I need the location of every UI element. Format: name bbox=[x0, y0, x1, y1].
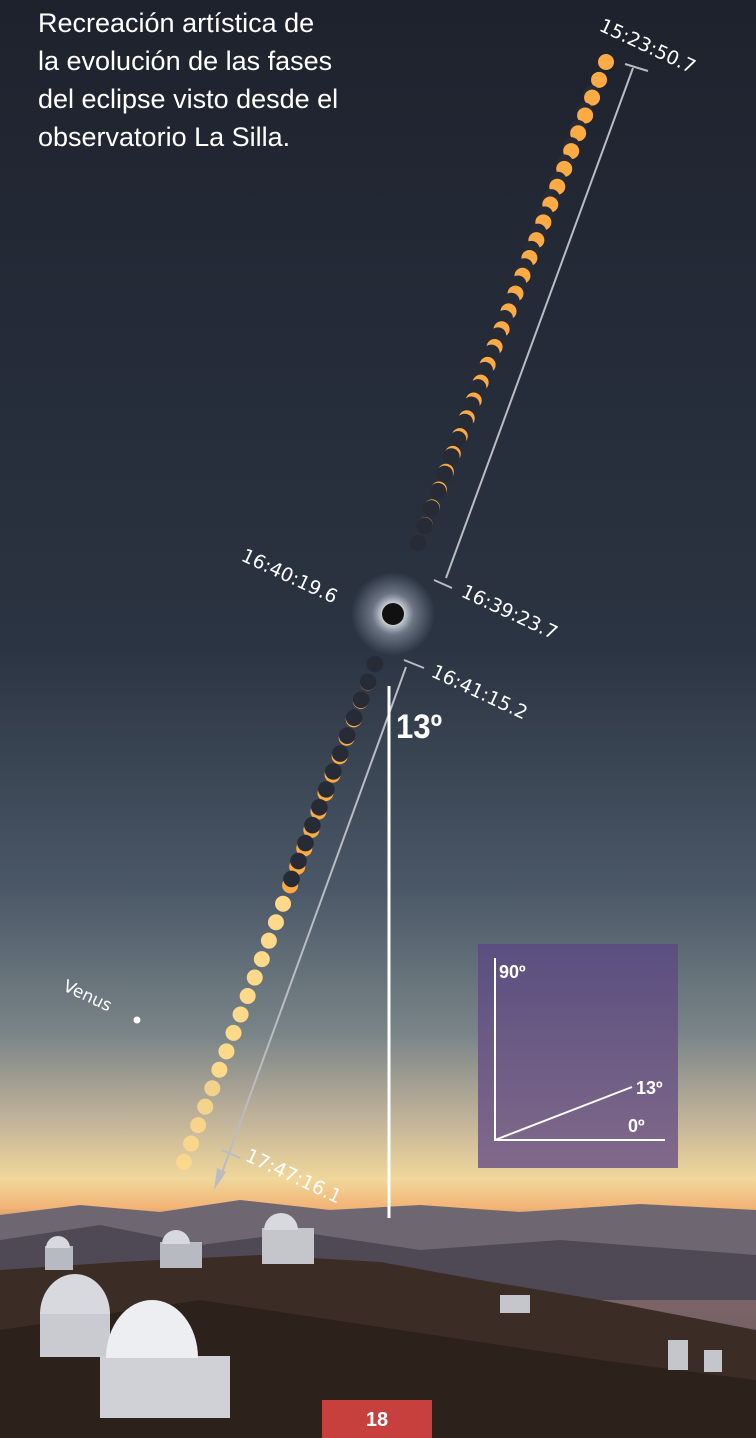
sun-phase bbox=[325, 763, 342, 780]
sun-phase bbox=[193, 1103, 210, 1120]
sun-phase bbox=[450, 431, 467, 448]
sun-phase bbox=[186, 1121, 203, 1138]
sun-phase bbox=[311, 799, 328, 816]
sun-phase bbox=[443, 448, 460, 465]
title-line: Recreación artística de bbox=[38, 8, 314, 38]
eclipsed-sun bbox=[382, 603, 404, 625]
sun-phase bbox=[456, 414, 473, 431]
sun-phase bbox=[235, 996, 252, 1013]
title-line: del eclipse visto desde el bbox=[38, 84, 338, 114]
sun-phase bbox=[207, 1068, 224, 1085]
sun-phase bbox=[332, 745, 349, 762]
sun-phase bbox=[591, 72, 607, 88]
sun-phase bbox=[436, 466, 453, 483]
title-line: la evolución de las fases bbox=[38, 46, 332, 76]
sun-phase bbox=[200, 1086, 217, 1103]
sun-phase bbox=[353, 692, 370, 709]
sun-phase bbox=[242, 978, 259, 995]
sun-phase bbox=[598, 54, 614, 70]
sun-phase bbox=[214, 1050, 231, 1067]
sun-phase bbox=[416, 517, 433, 534]
inset-label: 13º bbox=[636, 1078, 663, 1098]
sun-phase bbox=[318, 781, 335, 798]
sun-phase bbox=[297, 835, 314, 852]
sun-phase bbox=[423, 500, 440, 517]
sun-phase bbox=[183, 1136, 199, 1152]
sun-phase bbox=[346, 709, 363, 726]
title-line: observatorio La Silla. bbox=[38, 122, 290, 152]
sun-phase bbox=[221, 1032, 238, 1049]
sun-phase bbox=[304, 817, 321, 834]
altitude-label: 13º bbox=[396, 708, 442, 746]
page: Recreación artística de la evolución de … bbox=[0, 0, 756, 1438]
sun-phase bbox=[228, 1014, 245, 1031]
sun-phase bbox=[410, 535, 427, 552]
inset-label: 90º bbox=[499, 962, 526, 982]
sun-phase bbox=[276, 889, 293, 906]
sun-phase bbox=[430, 483, 447, 500]
sun-phase bbox=[360, 674, 377, 691]
inset-label: 0º bbox=[628, 1116, 645, 1136]
page-number: 18 bbox=[366, 1409, 388, 1431]
venus bbox=[134, 1017, 141, 1024]
sun-phase bbox=[176, 1154, 192, 1170]
sun-phase bbox=[367, 656, 384, 673]
sun-phase bbox=[248, 960, 265, 977]
sun-phase bbox=[283, 871, 300, 888]
sun-phase bbox=[269, 906, 286, 923]
sun-phase bbox=[255, 942, 272, 959]
sun-phase bbox=[262, 924, 279, 941]
sun-phase bbox=[339, 727, 356, 744]
sun-phase bbox=[290, 853, 307, 870]
